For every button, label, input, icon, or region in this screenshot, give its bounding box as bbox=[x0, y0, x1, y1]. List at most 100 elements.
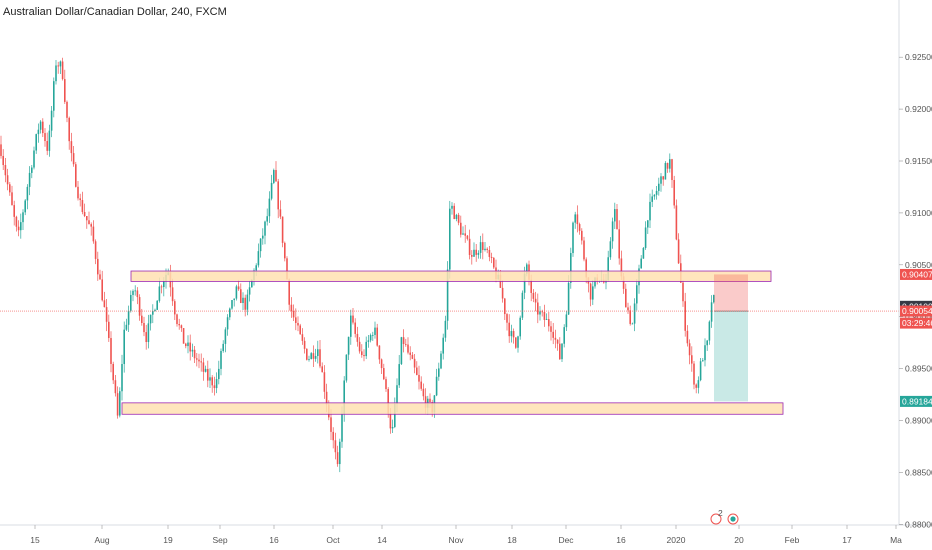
candle-body bbox=[677, 239, 680, 264]
candle-body bbox=[147, 323, 150, 343]
candle-body bbox=[13, 205, 15, 217]
candle bbox=[292, 304, 295, 322]
candle-body bbox=[372, 334, 374, 336]
candle-body bbox=[662, 176, 664, 180]
candle-body bbox=[405, 344, 407, 345]
time-axis[interactable]: 15 Aug 19 Sep 16 Oct 14 Nov 18 Dec 16 2020 20 Feb 17 Ma bbox=[30, 525, 902, 545]
candle bbox=[121, 354, 123, 401]
candle-body bbox=[457, 214, 460, 223]
candle bbox=[319, 339, 321, 369]
candle-body bbox=[356, 333, 359, 342]
candle bbox=[625, 283, 627, 308]
time-tick-label: Oct bbox=[326, 535, 340, 545]
candle bbox=[708, 320, 711, 345]
candle bbox=[171, 278, 174, 306]
candle-body bbox=[512, 331, 515, 338]
candle bbox=[457, 212, 460, 226]
candle-body bbox=[374, 327, 376, 335]
candle bbox=[310, 351, 312, 360]
candle-body bbox=[2, 155, 4, 166]
price-tag-label: 0.90407 bbox=[902, 269, 932, 279]
candle-body bbox=[396, 385, 398, 404]
candle bbox=[609, 237, 612, 260]
candle bbox=[666, 162, 669, 173]
candle bbox=[112, 361, 114, 385]
candle bbox=[589, 282, 592, 307]
price-tag: 0.90407 bbox=[900, 268, 932, 280]
price-tag: 03:29:46 bbox=[900, 317, 932, 329]
candle bbox=[673, 175, 675, 209]
candle-body bbox=[693, 363, 695, 385]
event-markers[interactable]: 2 bbox=[710, 508, 739, 525]
candle bbox=[127, 305, 130, 333]
candle bbox=[55, 60, 57, 85]
candle bbox=[149, 314, 152, 331]
candle-body bbox=[303, 340, 306, 349]
candle-body bbox=[647, 220, 649, 228]
candle bbox=[611, 217, 614, 249]
candle bbox=[180, 324, 183, 332]
candle-body bbox=[614, 209, 616, 222]
candle-body bbox=[473, 249, 475, 257]
candle-body bbox=[484, 248, 486, 250]
candle-body bbox=[460, 222, 462, 235]
candle bbox=[295, 308, 297, 331]
candle bbox=[79, 193, 81, 207]
candle-body bbox=[163, 281, 165, 288]
candle bbox=[455, 213, 458, 222]
short-position-tool[interactable] bbox=[714, 274, 748, 402]
candle-body bbox=[15, 216, 18, 227]
candle-body bbox=[341, 414, 343, 442]
candle-body bbox=[46, 141, 48, 151]
candle bbox=[649, 193, 651, 228]
candle-body bbox=[187, 342, 189, 347]
candle-body bbox=[642, 247, 645, 259]
candle bbox=[398, 355, 400, 388]
candle-body bbox=[424, 396, 427, 408]
candle bbox=[633, 298, 636, 332]
zones-layer bbox=[121, 270, 784, 415]
candle-body bbox=[548, 319, 550, 327]
candle bbox=[2, 149, 4, 170]
candle-body bbox=[101, 279, 103, 301]
candle-body bbox=[607, 257, 609, 281]
candle bbox=[75, 161, 77, 188]
candle bbox=[15, 215, 18, 232]
candle bbox=[37, 123, 40, 143]
candle bbox=[405, 338, 407, 347]
event-count-label: 2 bbox=[718, 508, 723, 518]
price-tag-label: 03:29:46 bbox=[902, 318, 932, 328]
candle bbox=[176, 313, 178, 327]
time-tick-label: 17 bbox=[842, 535, 852, 545]
candle-body bbox=[125, 324, 128, 330]
candle bbox=[517, 335, 519, 353]
candle-body bbox=[204, 368, 207, 372]
candle-body bbox=[112, 363, 114, 381]
candle bbox=[363, 349, 365, 362]
candle-body bbox=[132, 290, 134, 295]
candle bbox=[581, 228, 583, 245]
candle-body bbox=[609, 241, 612, 258]
candle bbox=[281, 216, 284, 248]
candle bbox=[160, 284, 163, 294]
candle-body bbox=[517, 336, 519, 348]
candle bbox=[242, 292, 244, 311]
candle bbox=[24, 199, 26, 216]
candle-body bbox=[440, 353, 442, 369]
candle-body bbox=[363, 354, 365, 357]
candle bbox=[92, 220, 95, 244]
candle-body bbox=[682, 282, 684, 302]
candle bbox=[147, 314, 150, 349]
time-tick-label: 16 bbox=[616, 535, 626, 545]
candle bbox=[627, 302, 629, 314]
candle-body bbox=[17, 226, 20, 231]
candle-body bbox=[317, 349, 319, 357]
candle-body bbox=[145, 332, 147, 343]
candle bbox=[22, 209, 24, 230]
candle-body bbox=[400, 337, 403, 365]
candle-body bbox=[330, 417, 332, 432]
candle bbox=[411, 351, 414, 360]
